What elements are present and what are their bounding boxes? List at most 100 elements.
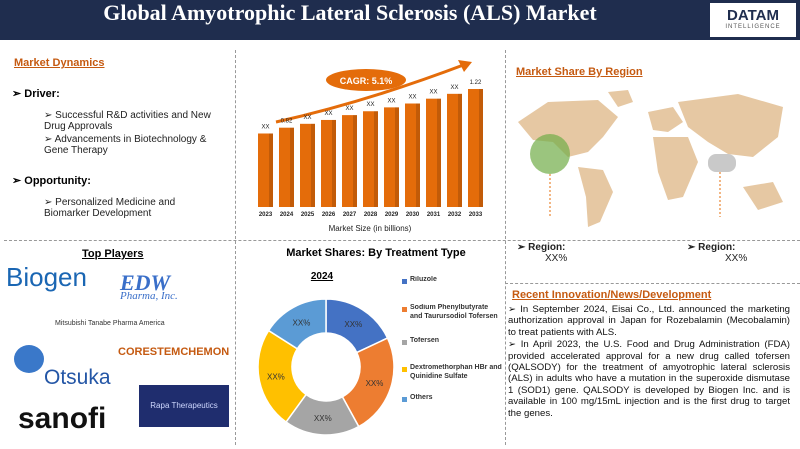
value-label: XX	[450, 85, 458, 91]
donut-segment	[267, 298, 327, 350]
value: XX%	[545, 253, 568, 264]
bar	[342, 115, 357, 207]
bar-shade	[269, 133, 273, 207]
value-label: XX%	[344, 320, 362, 329]
text: Personalized Medicine and Biomarker Deve…	[44, 197, 176, 219]
section-title: Market Dynamics	[14, 57, 105, 69]
bar	[468, 89, 483, 207]
continents	[518, 90, 783, 227]
x-tick-label: 2031	[427, 212, 441, 218]
news-list: ➢ In September 2024, Eisai Co., Ltd. ann…	[508, 304, 790, 419]
legend-label: Tofersen	[410, 337, 440, 344]
label: Driver:	[24, 88, 60, 100]
x-tick-label: 2026	[322, 212, 336, 218]
value-label: XX%	[366, 379, 384, 388]
cagr-badge	[326, 69, 406, 91]
bar	[321, 119, 336, 207]
section-title: Market Share By Region	[516, 66, 643, 78]
region-label: ➢ Region: XX%	[687, 242, 748, 264]
bar	[384, 107, 399, 207]
legend-swatch	[402, 397, 407, 402]
legend-swatch	[402, 367, 407, 372]
x-tick-label: 2033	[469, 212, 483, 218]
text: In September 2024, Eisai Co., Ltd. annou…	[508, 304, 790, 338]
value-label: XX%	[314, 414, 332, 423]
legend-swatch	[402, 307, 407, 312]
legend-label: Others	[410, 394, 433, 401]
header-bar	[0, 0, 800, 40]
logo-sub: INTELLIGENCE	[725, 24, 781, 30]
legend-entry: Others	[410, 394, 433, 401]
divider	[505, 283, 800, 284]
bar-shade	[437, 98, 441, 207]
logo-otsuka-mark	[14, 345, 44, 373]
divider	[235, 50, 236, 445]
legend-label: Sodium Phenylbutyrate and Taurursodiol T…	[410, 304, 498, 320]
legend-entry: Tofersen	[410, 337, 440, 344]
chart-title: Market Shares: By Treatment Type	[286, 247, 466, 259]
driver: ➢ Successful R&D activities and New Drug…	[44, 110, 211, 132]
bar	[405, 103, 420, 207]
value-label: XX%	[293, 318, 311, 327]
value-label: 0.82	[281, 119, 293, 125]
legend-entry: Riluzole	[410, 276, 437, 283]
logo-edw-sub: Pharma, Inc.	[120, 290, 178, 302]
x-tick-label: 2025	[301, 212, 315, 218]
news-item: ➢ In April 2023, the U.S. Food and Drug …	[508, 339, 790, 419]
cagr-label: CAGR: 5.1%	[340, 76, 393, 86]
driver-label: ➢ Driver:	[12, 88, 60, 100]
bar	[426, 98, 441, 207]
logo-otsuka: Otsuka	[44, 366, 111, 389]
logo-sanofi: sanofi	[18, 402, 107, 435]
bar-chart: CAGR: 5.1% Market Size (in billions) XX 2…	[258, 60, 483, 233]
divider	[4, 240, 800, 241]
value-label: XX	[345, 106, 353, 112]
legend-entry: Dextromethorphan HBr and Quinidine Sulfa…	[410, 364, 502, 380]
value: XX%	[725, 253, 748, 264]
region-highlight	[708, 154, 736, 172]
cagr-arrowhead	[458, 60, 472, 72]
bar-shade	[332, 119, 336, 207]
value-label: XX	[261, 124, 269, 130]
region-highlight	[530, 134, 570, 174]
x-tick-label: 2032	[448, 212, 462, 218]
value-label: XX	[429, 90, 437, 96]
value-label: XX	[303, 115, 311, 121]
driver: ➢ Advancements in Biotechnology & Gene T…	[44, 134, 207, 156]
x-tick-label: 2027	[343, 212, 357, 218]
legend-entry: Sodium Phenylbutyrate and Taurursodiol T…	[410, 304, 498, 320]
text: In April 2023, the U.S. Food and Drug Ad…	[508, 339, 790, 419]
label: Region:	[528, 242, 566, 253]
bar-shade	[311, 123, 315, 207]
logo-text: DATAM	[727, 7, 779, 24]
x-tick-label: 2030	[406, 212, 420, 218]
donut-chart: Market Shares: By Treatment Type 2024 XX…	[257, 247, 502, 436]
world-map	[518, 90, 783, 227]
logo-edw: EDW	[120, 270, 171, 295]
cagr-arrow	[275, 62, 467, 124]
x-tick-label: 2028	[364, 212, 378, 218]
title: Global Amyotrophic Lateral Sclerosis (AL…	[103, 0, 597, 25]
section-title: Top Players	[82, 248, 144, 260]
bar	[279, 127, 294, 207]
bar	[258, 133, 273, 207]
x-axis-label: Market Size (in billions)	[329, 224, 412, 233]
chart-subtitle: 2024	[311, 271, 334, 282]
logo-mitsubishi: Mitsubishi Tanabe Pharma America	[55, 320, 165, 327]
value-label: XX	[366, 102, 374, 108]
divider	[505, 50, 506, 445]
bar-shade	[290, 127, 294, 207]
logo-corestem: CORESTEMCHEMON	[118, 346, 230, 358]
bar	[300, 123, 315, 207]
region-label: ➢ Region: XX%	[517, 242, 568, 264]
bar-shade	[458, 93, 462, 207]
value-label: XX	[324, 111, 332, 117]
bar-shade	[395, 107, 399, 207]
value-label: XX%	[267, 373, 285, 382]
drivers: ➢ Successful R&D activities and New Drug…	[44, 110, 230, 156]
legend-swatch	[402, 340, 407, 345]
logo-biogen: Biogen	[6, 262, 87, 292]
value-label: 1.22	[470, 80, 482, 86]
logo: DATAM INTELLIGENCE	[710, 3, 796, 37]
